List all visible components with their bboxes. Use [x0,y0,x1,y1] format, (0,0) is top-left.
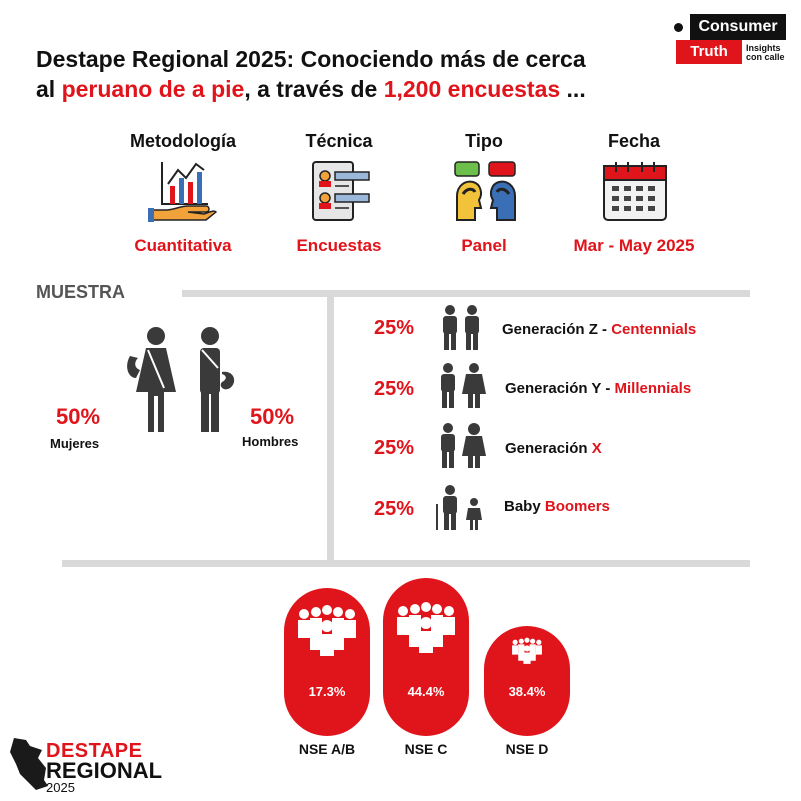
title-line1: Destape Regional 2025: Conociendo más de… [36,46,586,72]
women-men-icon [127,327,235,432]
gen-y-label: Generación Y - Millennials [505,380,691,397]
gen-text: Generación [505,440,592,457]
gen-text: Generación Y - [505,380,615,397]
gen-z-pct: 25% [374,317,415,339]
title-text: al [36,76,62,102]
nse-d-label: NSE D [505,741,549,757]
crowd-icon [397,602,455,653]
gen-y-icon [441,363,486,408]
men-pct: 50% [250,404,295,429]
crowd-icon [298,605,356,656]
logo-truth: Truth [676,40,742,64]
nse-c-label: NSE C [404,741,448,757]
technique-label: Técnica [305,131,373,151]
women-pct: 50% [56,404,101,429]
men-label: Hombres [242,434,299,449]
survey-form-icon [312,161,370,221]
gen-y-pct: 25% [374,378,415,400]
muestra-title: MUESTRA [36,282,125,302]
calendar-icon [603,162,667,221]
type-label: Tipo [465,131,503,151]
gen-highlight: Millennials [614,380,692,397]
baby-boomers-pct: 25% [374,498,415,520]
divider-vertical [327,296,334,562]
page-title: Destape Regional 2025: Conociendo más de… [36,44,656,104]
logo-dot [674,23,683,32]
gen-highlight: Centennials [611,321,697,338]
title-highlight: peruano de a pie [61,76,245,102]
brand-year: 2025 [46,780,75,795]
gen-z-icon [443,305,479,350]
dialogue-heads-icon [454,161,516,221]
logo-tagline: Insights con calle [746,43,785,62]
title-text: ... [560,76,586,102]
divider-bottom [62,560,750,567]
crowd-icon [512,637,542,664]
nse-ab-pct: 17.3% [308,684,346,699]
technique-value: Encuestas [296,236,382,255]
peru-map-icon [10,738,48,790]
type-value: Panel [461,236,507,255]
logo-consumer: Consumer [690,14,786,40]
date-label: Fecha [607,131,661,151]
title-highlight: 1,200 encuestas [383,76,561,102]
gen-highlight: Boomers [544,498,610,515]
gen-x-icon [441,423,486,468]
brand-regional: REGIONAL [46,758,163,783]
gen-z-label: Generación Z - Centennials [502,321,696,338]
baby-boomers-label: Baby Boomers [504,498,610,515]
title-text: , a través de [244,76,384,102]
nse-ab-label: NSE A/B [298,741,356,757]
nse-d-pill [484,626,570,736]
gen-text: Baby [504,498,545,515]
gen-highlight: X [591,440,602,457]
women-label: Mujeres [50,436,100,451]
divider-top [182,290,750,297]
baby-boomers-icon [436,485,482,530]
method-value: Cuantitativa [134,236,232,255]
gen-x-label: Generación X [505,440,602,457]
chart-hand-icon [148,162,218,222]
method-label: Metodología [130,131,236,151]
date-value: Mar - May 2025 [573,236,695,255]
nse-c-pct: 44.4% [407,684,445,699]
gen-x-pct: 25% [374,437,415,459]
title-line2: al peruano de a pie, a través de 1,200 e… [36,74,656,104]
brand-destape: DESTAPE [46,740,143,762]
gen-text: Generación Z - [502,321,612,338]
nse-d-pct: 38.4% [508,684,546,699]
